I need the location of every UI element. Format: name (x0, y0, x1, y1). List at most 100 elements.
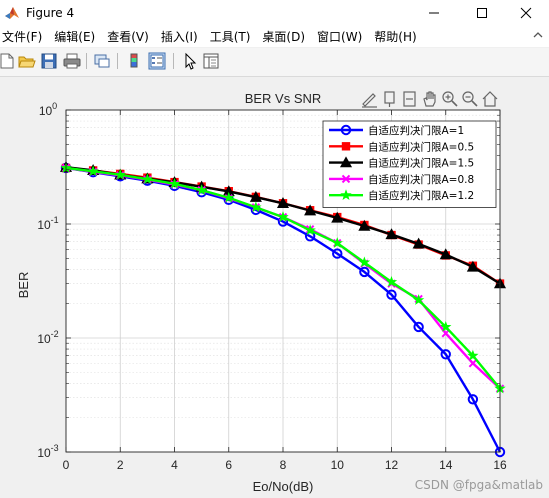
menu-help[interactable]: 帮助(H) (374, 29, 417, 44)
data-point (413, 321, 424, 333)
menu-expand-chevron-icon[interactable] (531, 28, 545, 42)
menu-desktop[interactable]: 桌面(D) (262, 29, 306, 44)
axes-toolbar (362, 91, 498, 108)
toolbar-separator (86, 53, 87, 69)
home-icon[interactable] (482, 91, 498, 107)
toolbar-separator (173, 53, 174, 69)
maximize-icon (477, 7, 487, 18)
data-point (385, 276, 398, 287)
data-tips-icon[interactable] (384, 91, 395, 107)
legend-label: 自适应判决门限A=0.5 (368, 140, 474, 153)
legend-entry[interactable]: 自适应判决门限A=1.2 (329, 189, 474, 202)
data-point (466, 260, 479, 272)
data-point (339, 156, 353, 168)
series-5 (60, 162, 506, 394)
data-point (359, 266, 370, 278)
watermark: CSDN @fpga&matlab (414, 478, 543, 492)
chart-legend[interactable]: 自适应判决门限A=1 自适应判决门限A=0.5 自适应判决门限A=1.5 自适应判决门… (322, 120, 497, 208)
legend-entry[interactable]: 自适应判决门限A=1 (329, 124, 464, 137)
data-point (195, 184, 208, 195)
x-tick-label: 14 (439, 458, 453, 472)
legend-label: 自适应判决门限A=0.8 (368, 173, 474, 186)
menu-file[interactable]: 文件(F) (2, 29, 43, 44)
x-tick-label: 2 (117, 458, 124, 472)
legend-entry[interactable]: 自适应判决门限A=1.5 (329, 156, 474, 170)
x-tick-label: 0 (63, 458, 70, 472)
magnifier-shape (442, 91, 454, 103)
data-point (439, 248, 452, 260)
maximize-button[interactable] (459, 0, 505, 25)
y-tick-label: 10-1 (37, 215, 58, 232)
close-icon (520, 7, 532, 18)
data-point (114, 168, 126, 180)
rotate-icon[interactable] (403, 91, 416, 107)
data-point (223, 191, 235, 203)
data-point (331, 237, 343, 248)
new-figure-icon[interactable] (0, 52, 16, 70)
data-point (249, 190, 262, 202)
menu-tools[interactable]: 工具(T) (209, 29, 251, 44)
data-point (250, 201, 262, 213)
data-point (276, 197, 290, 208)
data-point (358, 219, 371, 231)
magnifier-shape (462, 91, 474, 103)
data-point (440, 349, 451, 360)
menu-edit[interactable]: 编辑(E) (54, 29, 96, 44)
figure-canvas: 0 2 4 6 8 10 12 14 16 100 10-1 10-2 10-3 BER Vs SNR … (0, 77, 549, 498)
rotate-icon-shape (403, 91, 416, 107)
edit-plot-arrow-icon[interactable] (181, 52, 199, 70)
legend-label: 自适应判决门限A=1.2 (368, 189, 474, 202)
link-plot-icon[interactable] (93, 52, 111, 70)
legend-label: 自适应判决门限A=1 (368, 124, 464, 137)
home-icon-shape (482, 91, 498, 107)
x-tick-label: 16 (493, 458, 507, 472)
y-tick-label: 10-3 (37, 443, 58, 460)
colorbar-icon[interactable] (125, 52, 143, 70)
title-bar[interactable]: Figure 4 (0, 0, 549, 25)
menu-view[interactable]: 查看(V) (107, 29, 149, 44)
save-icon[interactable] (40, 52, 58, 70)
data-point (341, 142, 351, 151)
x-tick-label: 6 (225, 458, 232, 472)
close-button[interactable] (503, 0, 549, 25)
zoom-in-icon[interactable] (442, 91, 458, 107)
x-tick-label: 12 (385, 458, 399, 472)
data-point (412, 237, 425, 249)
zoom-out-icon[interactable] (462, 91, 478, 107)
open-file-icon[interactable] (18, 52, 36, 70)
toolbar-separator (117, 53, 118, 69)
brush-icon[interactable] (362, 93, 377, 108)
data-point (304, 224, 316, 236)
x-tick-label: 8 (280, 458, 287, 472)
data-tips-icon-shape (384, 91, 395, 104)
data-point (332, 248, 343, 259)
x-tick-label: 4 (171, 458, 178, 472)
data-point (386, 289, 397, 300)
pan-hand-icon[interactable] (423, 91, 436, 107)
legend-entry[interactable]: 自适应判决门限A=0.8 (329, 173, 474, 186)
x-axis-label: Eo/No(dB) (253, 479, 314, 494)
y-tick-label: 10-2 (37, 329, 58, 346)
minimize-button[interactable] (411, 0, 457, 25)
data-point (385, 228, 398, 240)
x-tick-label: 10 (331, 458, 345, 472)
legend-icon[interactable] (148, 52, 166, 70)
property-inspector-icon[interactable] (202, 52, 220, 70)
data-point (277, 211, 289, 222)
data-point (141, 173, 154, 185)
chart-title: BER Vs SNR (245, 91, 322, 106)
brush-icon-shape (362, 93, 376, 107)
magnifier-handle (471, 100, 478, 107)
menu-bar: 文件(F) 编辑(E) 查看(V) 插入(I) 工具(T) 桌面(D) 窗口(W… (0, 25, 549, 47)
figure-toolbar (0, 48, 549, 77)
data-point (467, 349, 479, 361)
menu-insert[interactable]: 插入(I) (160, 29, 198, 44)
menu-window[interactable]: 窗口(W) (317, 29, 363, 44)
print-icon[interactable] (63, 52, 81, 70)
data-point (341, 174, 351, 184)
legend-entry[interactable]: 自适应判决门限A=0.5 (329, 140, 474, 153)
y-tick-label: 100 (39, 101, 57, 118)
data-point (340, 124, 352, 136)
legend-box (322, 120, 497, 208)
